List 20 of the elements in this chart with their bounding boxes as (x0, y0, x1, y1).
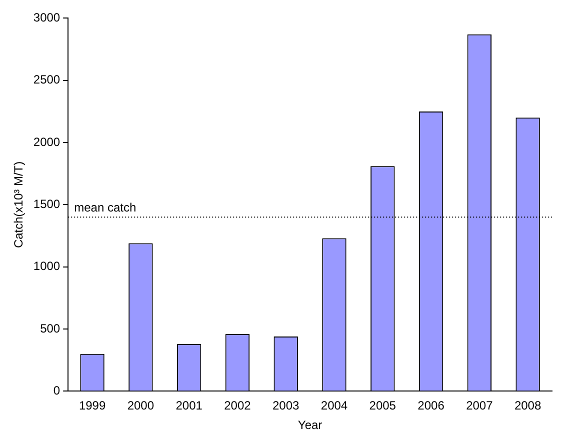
y-tick-label: 1000 (33, 259, 60, 274)
x-tick-label: 2005 (369, 398, 396, 413)
x-tick-label: 2001 (176, 398, 203, 413)
y-axis-title: Catch(x10³ M/T) (12, 161, 26, 248)
y-tick-label: 2000 (33, 134, 60, 149)
y-tick-label: 500 (40, 321, 60, 336)
x-tick-label: 2003 (272, 398, 300, 413)
x-tick-label: 2000 (127, 398, 154, 413)
x-tick-label: 2006 (418, 398, 445, 413)
x-tick-label: 2008 (514, 398, 542, 413)
ref-line-label: mean catch (74, 200, 136, 214)
x-tick-label: 2004 (320, 398, 348, 413)
y-tick-label: 0 (53, 384, 60, 398)
y-tick-label: 2500 (33, 72, 60, 87)
y-tick-label: 1500 (33, 197, 60, 212)
x-axis-title: Year (298, 418, 322, 432)
x-tick-label: 1999 (78, 398, 106, 413)
x-tick-label: 2007 (466, 398, 494, 413)
x-tick-label: 2002 (224, 398, 252, 413)
y-tick-label: 3000 (33, 10, 60, 25)
